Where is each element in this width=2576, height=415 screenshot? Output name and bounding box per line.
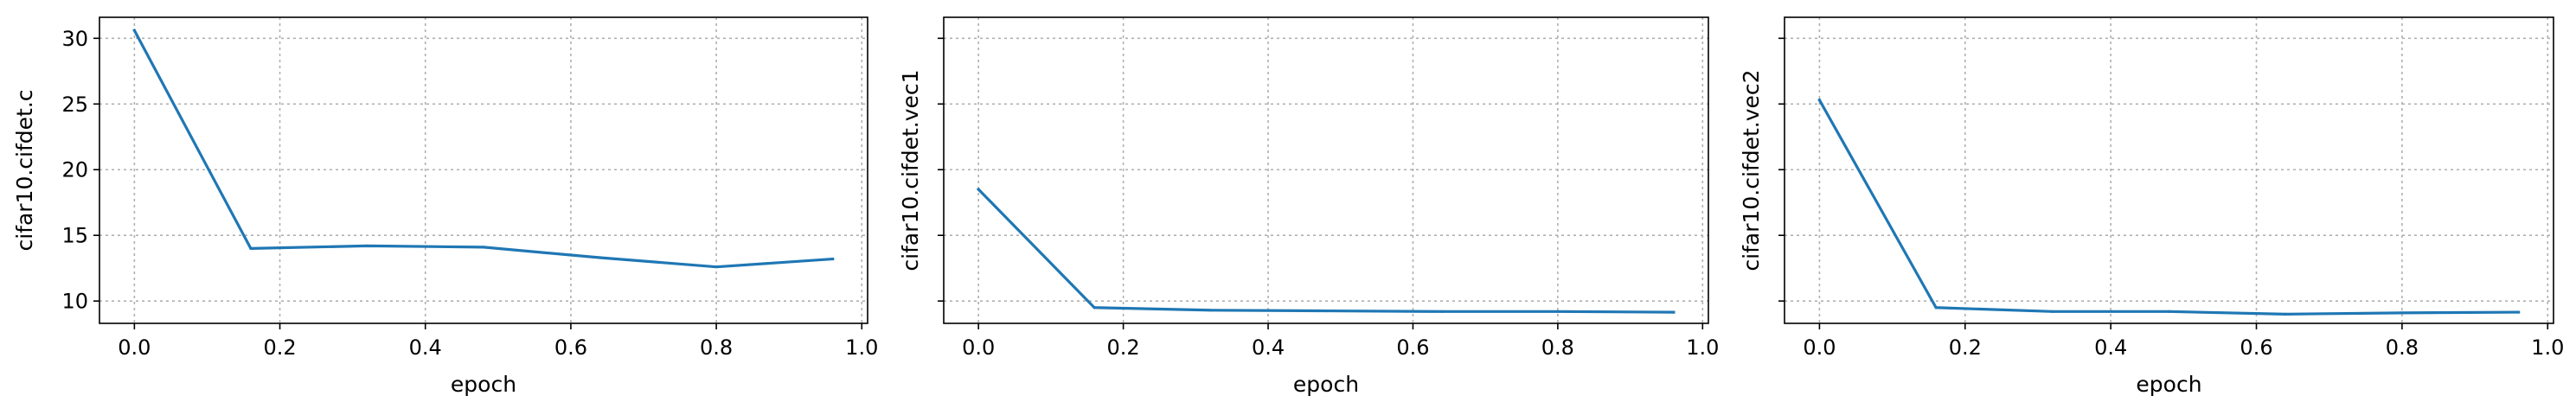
x-axis-label: epoch	[451, 372, 516, 397]
data-point-3	[482, 246, 485, 249]
data-point-6	[2516, 310, 2521, 314]
axes-frame	[99, 16, 868, 324]
data-point-4	[1440, 310, 1444, 313]
x-tick-label-4: 0.8	[700, 335, 733, 360]
data-point-1	[249, 246, 253, 250]
data-point-0	[132, 29, 136, 32]
x-tick-label-2: 0.4	[2094, 335, 2127, 360]
x-tick-label-5: 1.0	[845, 335, 878, 360]
x-tick-label-2: 0.4	[409, 335, 442, 360]
x-tick-label-5: 1.0	[1686, 335, 1719, 360]
data-point-0	[1817, 99, 1822, 102]
y-axis-label: cifar10.cifdet.c	[12, 89, 37, 251]
x-tick-label-1: 0.2	[1949, 335, 1982, 360]
y-axis-label: cifar10.cifdet.vec1	[898, 69, 923, 271]
x-tick-label-0: 0.0	[118, 335, 151, 360]
data-point-2	[2051, 310, 2054, 313]
x-tick-label-3: 0.6	[554, 335, 587, 360]
axes-frame	[943, 16, 1709, 324]
x-axis-label: epoch	[1293, 372, 1359, 397]
data-point-2	[1208, 309, 1212, 312]
x-tick-label-0: 0.0	[962, 335, 995, 360]
y-tick-label-3: 25	[61, 93, 88, 117]
x-tick-label-3: 0.6	[1396, 335, 1429, 360]
x-tick-label-5: 1.0	[2531, 335, 2564, 360]
y-tick-label-4: 30	[61, 27, 88, 51]
data-point-6	[831, 257, 835, 261]
data-point-1	[1934, 306, 1938, 310]
data-point-4	[2284, 312, 2287, 316]
data-point-3	[1324, 309, 1328, 313]
data-point-5	[1556, 310, 1560, 313]
y-tick-label-2: 20	[61, 158, 88, 182]
y-tick-label-0: 10	[61, 290, 88, 314]
panel-1: 0.0 0.2 0.4 0.6 0.8 1.0 10 15 20 25 30 epoch cifar10…	[12, 16, 878, 397]
x-tick-label-0: 0.0	[1803, 335, 1836, 360]
data-point-4	[598, 256, 602, 259]
data-point-5	[2400, 311, 2404, 315]
axes-frame	[1784, 16, 2554, 324]
data-point-3	[2167, 310, 2171, 313]
x-tick-label-4: 0.8	[1541, 335, 1574, 360]
x-tick-label-1: 0.2	[1107, 335, 1140, 360]
x-tick-label-4: 0.8	[2386, 335, 2419, 360]
y-tick-label-1: 15	[61, 224, 88, 248]
x-tick-label-3: 0.6	[2240, 335, 2272, 360]
data-point-0	[977, 188, 980, 191]
x-axis-label: epoch	[2136, 372, 2201, 397]
data-point-1	[1093, 306, 1096, 310]
data-point-6	[1672, 310, 1676, 314]
panel-3: 0.0 0.2 0.4 0.6 0.8 1.0 epoch cifar10.cifdet.ve…	[1739, 16, 2564, 397]
y-axis-label: cifar10.cifdet.vec2	[1739, 69, 1764, 271]
panel-2: 0.0 0.2 0.4 0.6 0.8 1.0 epoch cifar10.cifdet.ve…	[898, 16, 1719, 397]
data-point-2	[365, 244, 369, 247]
x-tick-label-2: 0.4	[1252, 335, 1285, 360]
data-point-5	[714, 265, 718, 269]
x-tick-label-1: 0.2	[263, 335, 296, 360]
